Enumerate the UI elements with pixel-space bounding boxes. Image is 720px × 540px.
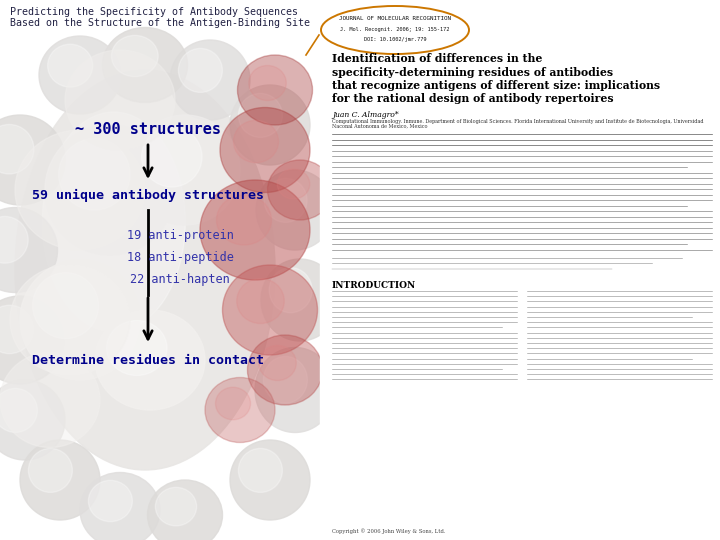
- Ellipse shape: [80, 472, 160, 540]
- Ellipse shape: [170, 40, 250, 120]
- Ellipse shape: [89, 481, 132, 522]
- Text: J. Mol. Recognit. 2006; 19: 155-172: J. Mol. Recognit. 2006; 19: 155-172: [341, 26, 450, 31]
- Ellipse shape: [148, 480, 222, 540]
- Ellipse shape: [112, 36, 158, 77]
- Ellipse shape: [32, 273, 99, 339]
- Ellipse shape: [268, 160, 333, 220]
- Text: specificity-determining residues of antibodies: specificity-determining residues of anti…: [332, 66, 613, 78]
- Ellipse shape: [264, 356, 307, 403]
- Text: ~ 300 structures: ~ 300 structures: [75, 123, 221, 138]
- Ellipse shape: [277, 169, 310, 199]
- Ellipse shape: [261, 259, 339, 341]
- Ellipse shape: [20, 440, 100, 520]
- Text: Based on the Structure of the Antigen-Binding Site: Based on the Structure of the Antigen-Bi…: [10, 18, 310, 28]
- Ellipse shape: [0, 115, 65, 205]
- Ellipse shape: [102, 28, 187, 103]
- Ellipse shape: [248, 65, 287, 100]
- Text: 18 anti-peptide: 18 anti-peptide: [127, 251, 233, 264]
- Ellipse shape: [238, 93, 282, 137]
- Ellipse shape: [0, 305, 34, 354]
- Ellipse shape: [238, 448, 282, 492]
- Ellipse shape: [179, 49, 222, 92]
- Text: Determine residues in contact: Determine residues in contact: [32, 354, 264, 367]
- Ellipse shape: [58, 139, 130, 210]
- Bar: [320, 0, 720, 540]
- Text: that recognize antigens of different size: implications: that recognize antigens of different siz…: [332, 80, 660, 91]
- Ellipse shape: [15, 70, 275, 470]
- Ellipse shape: [42, 112, 185, 332]
- Ellipse shape: [65, 50, 175, 150]
- Ellipse shape: [130, 115, 240, 225]
- Text: Juan C. Almagro*: Juan C. Almagro*: [332, 111, 399, 119]
- Ellipse shape: [0, 296, 64, 384]
- Ellipse shape: [20, 260, 140, 380]
- Text: INTRODUCTION: INTRODUCTION: [332, 281, 416, 290]
- Ellipse shape: [10, 265, 130, 375]
- Ellipse shape: [230, 85, 310, 165]
- Ellipse shape: [264, 178, 307, 222]
- Text: Copyright © 2006 John Wiley & Sons, Ltd.: Copyright © 2006 John Wiley & Sons, Ltd.: [332, 528, 446, 534]
- Text: for the rational design of antibody repertoires: for the rational design of antibody repe…: [332, 93, 613, 105]
- Ellipse shape: [0, 380, 65, 460]
- Ellipse shape: [258, 346, 296, 381]
- Ellipse shape: [220, 107, 310, 192]
- Ellipse shape: [0, 217, 28, 263]
- Ellipse shape: [142, 126, 202, 187]
- Text: DOI: 10.1002/jmr.779: DOI: 10.1002/jmr.779: [364, 37, 426, 42]
- Ellipse shape: [15, 130, 145, 250]
- Text: Naconal Autonoma de Mexico, Mexico: Naconal Autonoma de Mexico, Mexico: [332, 124, 428, 129]
- Text: 59 unique antibody structures: 59 unique antibody structures: [32, 188, 264, 201]
- Ellipse shape: [217, 195, 271, 245]
- Ellipse shape: [230, 440, 310, 520]
- Bar: [0, 0, 320, 540]
- Ellipse shape: [238, 55, 312, 125]
- Ellipse shape: [107, 321, 167, 375]
- Ellipse shape: [222, 265, 318, 355]
- Text: Identification of differences in the: Identification of differences in the: [332, 53, 542, 64]
- Ellipse shape: [0, 207, 58, 293]
- Ellipse shape: [28, 448, 73, 492]
- Ellipse shape: [0, 124, 34, 174]
- Text: Predicting the Specificity of Antibody Sequences: Predicting the Specificity of Antibody S…: [10, 7, 298, 17]
- Ellipse shape: [200, 180, 310, 280]
- Ellipse shape: [215, 387, 251, 420]
- Ellipse shape: [156, 487, 197, 526]
- Text: 22 anti-hapten: 22 anti-hapten: [130, 273, 230, 286]
- Ellipse shape: [0, 388, 37, 433]
- Text: JOURNAL OF MOLECULAR RECOGNITION: JOURNAL OF MOLECULAR RECOGNITION: [339, 17, 451, 22]
- Ellipse shape: [256, 170, 334, 250]
- Ellipse shape: [39, 36, 121, 114]
- Ellipse shape: [45, 125, 175, 255]
- Ellipse shape: [248, 335, 323, 405]
- Text: Computational Immunology. Inmune. Department of Biological Sciences. Florida Int: Computational Immunology. Inmune. Depart…: [332, 119, 703, 124]
- Ellipse shape: [0, 353, 100, 448]
- Ellipse shape: [269, 268, 312, 313]
- Ellipse shape: [95, 310, 205, 410]
- Ellipse shape: [255, 348, 335, 433]
- Ellipse shape: [237, 279, 284, 323]
- Text: 19 anti-protein: 19 anti-protein: [127, 228, 233, 241]
- Ellipse shape: [48, 44, 93, 87]
- Ellipse shape: [233, 120, 279, 163]
- Ellipse shape: [205, 377, 275, 442]
